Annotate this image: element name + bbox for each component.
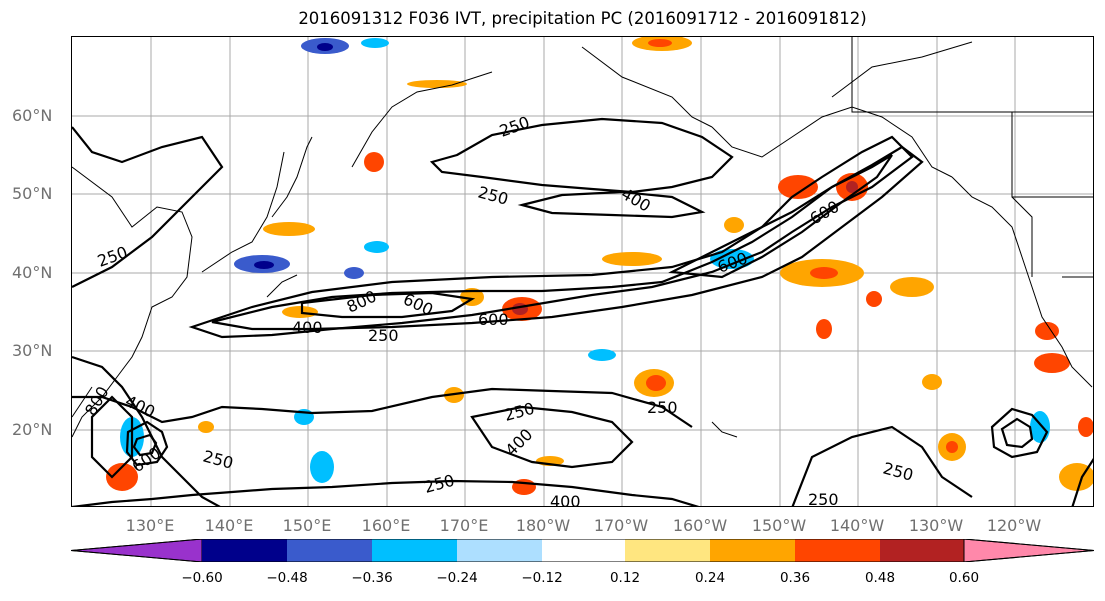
contour-label: 250 xyxy=(647,398,678,417)
contour-label-group: 250 250 250 250 250 250 250 250 250 250 … xyxy=(81,112,915,507)
contour-label: 400 xyxy=(550,492,581,507)
contour-label: 250 xyxy=(368,326,399,345)
lon-label-130w: 130°W xyxy=(908,516,964,535)
contour-label: 250 xyxy=(881,459,915,485)
colorbar-swatch xyxy=(625,539,710,562)
colorbar-swatch xyxy=(202,539,287,562)
contour-label: 250 xyxy=(422,471,456,497)
contour-label: 400 xyxy=(292,318,323,337)
colorbar-swatch xyxy=(542,539,625,562)
lat-label-50n: 50°N xyxy=(12,184,53,203)
colorbar-extend-high xyxy=(963,539,1094,562)
colorbar-tick-label: 0.12 xyxy=(609,570,641,586)
lat-label-20n: 20°N xyxy=(12,420,53,439)
colorbar-swatch xyxy=(457,539,542,562)
colorbar-swatch xyxy=(710,539,795,562)
map-panel: 250 250 250 250 250 250 250 250 250 250 … xyxy=(71,36,1094,507)
contour-label: 250 xyxy=(502,399,536,425)
contour-label: 400 xyxy=(618,184,654,216)
colorbar-tick-label: 0.60 xyxy=(948,570,980,586)
colorbar-tick-label: −0.12 xyxy=(521,570,563,586)
colorbar-tick-label: −0.24 xyxy=(436,570,478,586)
colorbar-swatch xyxy=(372,539,457,562)
colorbar xyxy=(71,539,1094,562)
lon-label-170w: 170°W xyxy=(593,516,649,535)
lon-label-180w: 180°W xyxy=(515,516,571,535)
lon-label-120w: 120°W xyxy=(986,516,1042,535)
lon-label-150e: 150°E xyxy=(282,516,332,535)
lon-label-170e: 170°E xyxy=(439,516,489,535)
colorbar-tick-label: 0.36 xyxy=(779,570,811,586)
colorbar-tick-label: −0.48 xyxy=(266,570,308,586)
colorbar-tick-label: −0.60 xyxy=(181,570,223,586)
map-title: 2016091312 F036 IVT, precipitation PC (2… xyxy=(298,9,867,28)
lon-label-160w: 160°W xyxy=(672,516,728,535)
colorbar-tick-label: −0.36 xyxy=(351,570,393,586)
colorbar-extend-low xyxy=(71,539,203,562)
contour-label: 250 xyxy=(95,242,130,270)
contour-label: 800 xyxy=(344,286,380,316)
contour-label: 250 xyxy=(808,490,839,507)
colorbar-tick-label: 0.48 xyxy=(864,570,896,586)
lon-label-150w: 150°W xyxy=(751,516,807,535)
lon-label-140e: 140°E xyxy=(204,516,254,535)
lat-label-40n: 40°N xyxy=(12,263,53,282)
lat-label-60n: 60°N xyxy=(12,106,53,125)
precipitation-shading xyxy=(106,37,1093,495)
coastlines xyxy=(72,37,1093,438)
ivt-contours xyxy=(72,117,1093,506)
map-canvas: 250 250 250 250 250 250 250 250 250 250 … xyxy=(72,37,1093,507)
graticule xyxy=(72,37,1093,506)
lon-label-130e: 130°E xyxy=(125,516,175,535)
lon-label-160e: 160°E xyxy=(361,516,411,535)
contour-label: 600 xyxy=(478,310,509,329)
lon-label-140w: 140°W xyxy=(829,516,885,535)
colorbar-swatch xyxy=(880,539,964,562)
colorbar-tick-label: 0.24 xyxy=(694,570,726,586)
contour-label: 250 xyxy=(497,112,532,140)
colorbar-swatch xyxy=(795,539,880,562)
lat-label-30n: 30°N xyxy=(12,341,53,360)
contour-label: 250 xyxy=(476,183,510,209)
colorbar-swatch xyxy=(287,539,372,562)
